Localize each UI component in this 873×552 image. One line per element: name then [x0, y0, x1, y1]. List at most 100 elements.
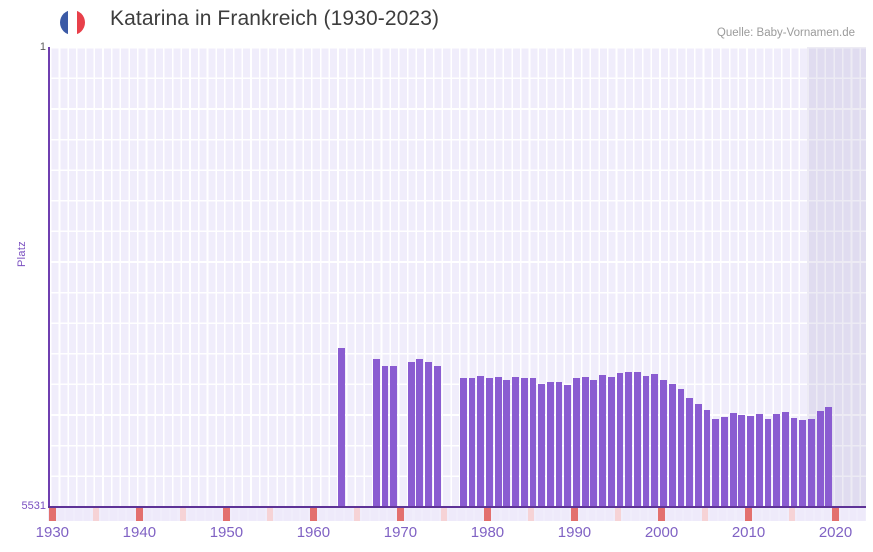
tick-cell — [762, 508, 770, 521]
bar — [433, 365, 441, 506]
tick-cell — [153, 508, 161, 521]
bar — [651, 373, 659, 506]
tick-cell — [284, 508, 291, 521]
tick-cell — [205, 508, 213, 521]
tick-cell — [806, 508, 813, 521]
tick-cell — [127, 508, 134, 521]
tick-cell — [797, 508, 805, 521]
bar — [781, 412, 789, 506]
tick-cell — [562, 508, 570, 521]
bar — [372, 358, 380, 506]
tick-cell — [66, 508, 74, 521]
tick-cell — [257, 508, 265, 521]
tick-cell-decade — [223, 508, 230, 521]
tick-cell — [684, 508, 691, 521]
bar — [799, 419, 807, 506]
bar — [407, 361, 415, 506]
tick-cell — [188, 508, 195, 521]
bar — [808, 419, 815, 506]
bar — [520, 377, 528, 506]
tick-cell — [240, 508, 248, 521]
x-axis-tick-label: 1940 — [122, 524, 157, 541]
bar — [468, 378, 476, 506]
tick-cell-half-decade — [701, 508, 709, 521]
bar — [773, 413, 780, 506]
tick-cell-decade — [310, 508, 317, 521]
bar — [616, 372, 624, 506]
bar — [555, 382, 563, 506]
tick-cell — [501, 508, 509, 521]
tick-cell-decade — [832, 508, 839, 521]
y-axis-tick-top: 1 — [39, 41, 46, 53]
tick-cell — [275, 508, 282, 521]
bar — [607, 376, 615, 506]
tick-cell — [414, 508, 422, 521]
bar — [816, 411, 824, 506]
tick-cell — [666, 508, 674, 521]
tick-cell — [75, 508, 82, 521]
bar — [738, 415, 746, 506]
tick-cell — [649, 508, 657, 521]
bar — [503, 379, 511, 506]
tick-cell-decade — [658, 508, 665, 521]
tick-cell — [840, 508, 848, 521]
tick-cell — [231, 508, 239, 521]
tick-cell — [144, 508, 152, 521]
tick-cell — [301, 508, 309, 521]
tick-cell — [823, 508, 831, 521]
tick-cell — [771, 508, 778, 521]
tick-cell — [449, 508, 456, 521]
flag-band-white — [68, 10, 77, 35]
bar — [477, 375, 485, 506]
tick-cell — [605, 508, 613, 521]
tick-cell — [553, 508, 561, 521]
bar-series — [50, 47, 866, 506]
x-axis-tick-label: 2000 — [644, 524, 679, 541]
x-axis-tick-label: 1930 — [35, 524, 70, 541]
tick-cell-half-decade — [614, 508, 622, 521]
bar — [694, 404, 702, 506]
tick-cell — [344, 508, 352, 521]
bar — [390, 365, 398, 506]
bar — [747, 416, 754, 506]
tick-cell-half-decade — [527, 508, 535, 521]
bar — [459, 377, 467, 506]
x-axis-tick-label: 1980 — [470, 524, 505, 541]
tick-cell — [753, 508, 761, 521]
x-axis-tick-label: 2010 — [731, 524, 766, 541]
x-axis-tick-label: 1960 — [296, 524, 331, 541]
bar — [599, 375, 606, 506]
bar — [634, 372, 641, 506]
tick-cell-decade — [397, 508, 404, 521]
tick-cell — [675, 508, 683, 521]
bar — [729, 412, 737, 506]
tick-cell — [858, 508, 865, 521]
tick-cell — [327, 508, 335, 521]
tick-cell — [727, 508, 735, 521]
bar — [425, 361, 432, 506]
bar — [538, 383, 546, 506]
tick-cell — [536, 508, 543, 521]
x-axis-tick-label: 1970 — [383, 524, 418, 541]
bar — [416, 358, 424, 506]
tick-cell-half-decade — [440, 508, 448, 521]
tick-cell — [249, 508, 256, 521]
tick-cell — [632, 508, 639, 521]
tick-cell — [405, 508, 413, 521]
tick-cell — [780, 508, 787, 521]
tick-cell — [431, 508, 439, 521]
bar — [625, 372, 633, 506]
page-title: Katarina in Frankreich (1930-2023) — [110, 7, 440, 30]
tick-cell — [458, 508, 465, 521]
tick-cell — [118, 508, 126, 521]
x-axis-tick-label: 2020 — [818, 524, 853, 541]
tick-cell-decade — [49, 508, 56, 521]
tick-cell-half-decade — [92, 508, 100, 521]
tick-cell — [214, 508, 221, 521]
france-flag-icon — [60, 10, 85, 35]
bar — [564, 384, 572, 506]
bar — [790, 418, 798, 506]
bar — [529, 377, 537, 506]
tick-cell — [318, 508, 326, 521]
bar — [712, 418, 720, 506]
